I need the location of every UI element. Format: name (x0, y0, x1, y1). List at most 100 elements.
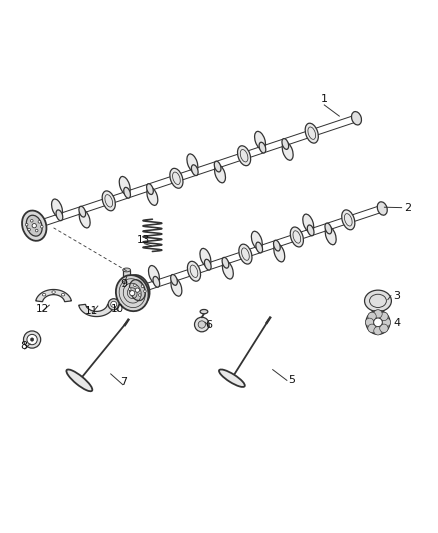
Ellipse shape (237, 146, 251, 166)
Circle shape (38, 221, 41, 223)
Circle shape (35, 229, 38, 232)
Ellipse shape (377, 202, 387, 215)
Ellipse shape (56, 210, 63, 221)
Circle shape (365, 318, 374, 327)
Ellipse shape (307, 225, 314, 236)
Ellipse shape (52, 199, 63, 217)
Ellipse shape (282, 142, 293, 160)
Ellipse shape (256, 242, 262, 253)
Text: 9: 9 (120, 279, 127, 289)
Text: 4: 4 (393, 318, 400, 328)
Ellipse shape (325, 227, 336, 245)
Ellipse shape (171, 274, 177, 285)
Circle shape (141, 285, 144, 288)
Ellipse shape (219, 369, 245, 387)
Circle shape (138, 294, 141, 296)
Circle shape (111, 301, 117, 308)
Text: 11: 11 (85, 306, 99, 316)
Circle shape (368, 324, 376, 333)
Ellipse shape (239, 244, 252, 264)
Circle shape (374, 327, 382, 335)
Ellipse shape (200, 248, 211, 266)
Ellipse shape (148, 265, 159, 284)
FancyBboxPatch shape (123, 270, 131, 284)
Text: 7: 7 (120, 377, 127, 386)
Text: 12: 12 (35, 304, 49, 313)
Ellipse shape (79, 206, 86, 217)
Circle shape (374, 318, 382, 327)
Ellipse shape (61, 293, 65, 296)
Ellipse shape (79, 210, 90, 228)
Circle shape (134, 284, 136, 287)
Ellipse shape (274, 244, 285, 262)
Circle shape (135, 288, 140, 292)
Circle shape (31, 220, 33, 222)
Ellipse shape (290, 227, 304, 247)
Circle shape (108, 298, 119, 310)
Text: 10: 10 (111, 304, 124, 314)
Ellipse shape (305, 123, 318, 143)
Circle shape (32, 223, 36, 228)
Ellipse shape (215, 165, 226, 183)
Ellipse shape (102, 191, 115, 211)
Text: 13: 13 (137, 235, 150, 245)
Ellipse shape (325, 223, 332, 234)
Circle shape (131, 293, 134, 295)
Circle shape (25, 223, 28, 226)
Circle shape (144, 290, 146, 293)
Ellipse shape (259, 142, 266, 153)
Ellipse shape (123, 282, 131, 286)
Ellipse shape (187, 261, 201, 281)
Circle shape (128, 288, 131, 290)
Ellipse shape (222, 257, 229, 268)
Circle shape (380, 324, 388, 333)
Ellipse shape (153, 277, 160, 287)
Ellipse shape (171, 278, 182, 296)
Ellipse shape (147, 184, 153, 195)
Circle shape (41, 225, 43, 228)
Ellipse shape (130, 280, 145, 301)
Ellipse shape (273, 240, 280, 251)
Ellipse shape (282, 139, 289, 149)
Circle shape (374, 310, 382, 318)
Circle shape (24, 331, 41, 348)
Ellipse shape (342, 210, 355, 230)
Ellipse shape (119, 176, 130, 195)
Text: 6: 6 (205, 319, 212, 329)
Polygon shape (79, 304, 114, 317)
Ellipse shape (26, 215, 42, 236)
Ellipse shape (303, 214, 314, 232)
Text: 8: 8 (20, 341, 27, 351)
Ellipse shape (42, 293, 46, 296)
Circle shape (368, 312, 376, 321)
Ellipse shape (251, 231, 262, 249)
Ellipse shape (22, 211, 46, 241)
Circle shape (30, 338, 34, 341)
Ellipse shape (200, 310, 208, 314)
Ellipse shape (170, 168, 183, 188)
Ellipse shape (187, 154, 198, 172)
Circle shape (28, 228, 30, 231)
Ellipse shape (124, 188, 131, 198)
Ellipse shape (254, 131, 265, 150)
Ellipse shape (147, 187, 158, 205)
Text: 2: 2 (404, 203, 411, 213)
Circle shape (198, 321, 205, 328)
Text: 3: 3 (393, 290, 400, 301)
Circle shape (366, 310, 390, 334)
Ellipse shape (191, 165, 198, 175)
Ellipse shape (116, 275, 148, 311)
Ellipse shape (67, 369, 92, 391)
Ellipse shape (123, 268, 131, 272)
Ellipse shape (352, 111, 361, 125)
Ellipse shape (223, 261, 233, 279)
Ellipse shape (125, 275, 150, 305)
Circle shape (380, 312, 388, 321)
Text: 1: 1 (321, 94, 328, 104)
Circle shape (382, 318, 391, 327)
Ellipse shape (364, 290, 392, 312)
Ellipse shape (214, 161, 221, 172)
Circle shape (194, 317, 209, 332)
Ellipse shape (52, 291, 55, 293)
Ellipse shape (205, 259, 211, 270)
